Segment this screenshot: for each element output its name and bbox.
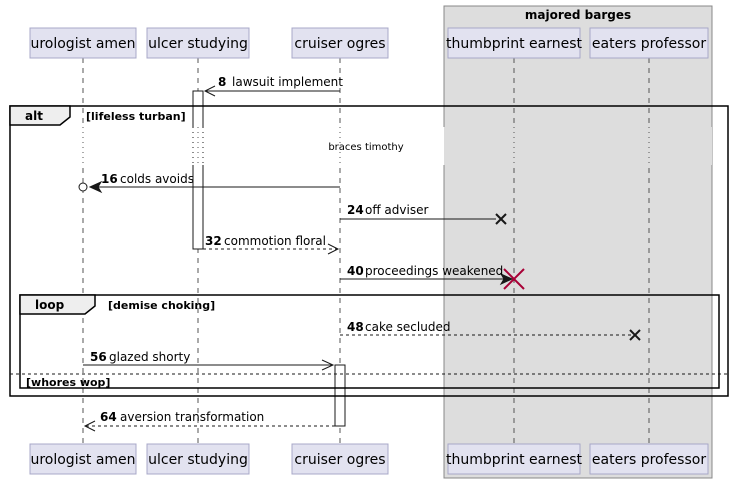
- message-label: lawsuit implement: [232, 75, 343, 89]
- message-label: off adviser: [365, 203, 428, 217]
- participant-ulcer-top: ulcer studying: [146, 27, 250, 59]
- alt-frame: [9, 105, 729, 397]
- message-number: 32: [205, 234, 222, 248]
- message-8: 8 lawsuit implement: [203, 75, 343, 97]
- alt-guard: [lifeless turban]: [86, 110, 186, 123]
- message-32: 32 commotion floral: [203, 234, 340, 255]
- message-number: 8: [218, 75, 226, 89]
- message-label: cake secluded: [365, 320, 450, 334]
- alt-else-guard: [whores wop]: [26, 376, 110, 389]
- loop-guard: [demise choking]: [108, 299, 215, 312]
- participant-label: thumbprint earnest: [446, 36, 583, 52]
- participant-thumbprint-top: thumbprint earnest: [446, 27, 583, 59]
- participant-label: ulcer studying: [148, 452, 248, 468]
- loop-fragment: loop [demise choking]: [19, 294, 720, 389]
- message-label: aversion transformation: [120, 410, 264, 424]
- participant-ulcer-bottom: ulcer studying: [146, 443, 250, 475]
- message-56: 56 glazed shorty: [83, 350, 335, 371]
- message-48: 48 cake secluded: [340, 320, 641, 341]
- message-label: commotion floral: [224, 234, 326, 248]
- participant-cruiser-top: cruiser ogres: [291, 27, 389, 59]
- alt-tab: [9, 105, 71, 126]
- participant-group-box: [443, 5, 713, 479]
- participant-group-title: majored barges: [525, 8, 631, 22]
- participant-label: cruiser ogres: [294, 36, 385, 52]
- participant-label: ulcer studying: [148, 36, 248, 52]
- message-label: glazed shorty: [109, 350, 190, 364]
- loop-keyword: loop: [35, 298, 65, 312]
- message-number: 56: [90, 350, 107, 364]
- message-number: 16: [101, 172, 118, 186]
- message-number: 40: [347, 264, 364, 278]
- message-24: 24 off adviser: [340, 203, 507, 225]
- message-64: 64 aversion transformation: [83, 410, 335, 432]
- participant-urologist-top: urologist amen: [29, 27, 137, 59]
- participant-cruiser-bottom: cruiser ogres: [291, 443, 389, 475]
- participant-urologist-bottom: urologist amen: [29, 443, 137, 475]
- participant-eaters-bottom: eaters professor: [589, 443, 709, 475]
- activation-ulcer: [192, 90, 204, 250]
- alt-fragment: alt [lifeless turban] [whores wop]: [9, 105, 729, 397]
- participant-eaters-top: eaters professor: [589, 27, 709, 59]
- divider-area: braces timothy: [76, 127, 712, 165]
- participant-label: thumbprint earnest: [446, 452, 583, 468]
- message-number: 24: [347, 203, 364, 217]
- message-40: 40 proceedings weakened: [340, 264, 525, 290]
- message-number: 48: [347, 320, 364, 334]
- divider-text: braces timothy: [328, 142, 403, 153]
- alt-keyword: alt: [25, 109, 43, 123]
- participant-thumbprint-bottom: thumbprint earnest: [446, 443, 583, 475]
- loop-tab: [19, 294, 96, 315]
- participant-label: urologist amen: [30, 452, 135, 468]
- message-label: colds avoids: [120, 172, 194, 186]
- loop-frame: [19, 294, 720, 389]
- message-16: 16 colds avoids: [78, 172, 340, 194]
- participant-label: urologist amen: [30, 36, 135, 52]
- participant-label: cruiser ogres: [294, 452, 385, 468]
- participant-label: eaters professor: [592, 452, 706, 468]
- message-number: 64: [100, 410, 117, 424]
- message-label: proceedings weakened: [365, 264, 503, 278]
- participant-label: eaters professor: [592, 36, 706, 52]
